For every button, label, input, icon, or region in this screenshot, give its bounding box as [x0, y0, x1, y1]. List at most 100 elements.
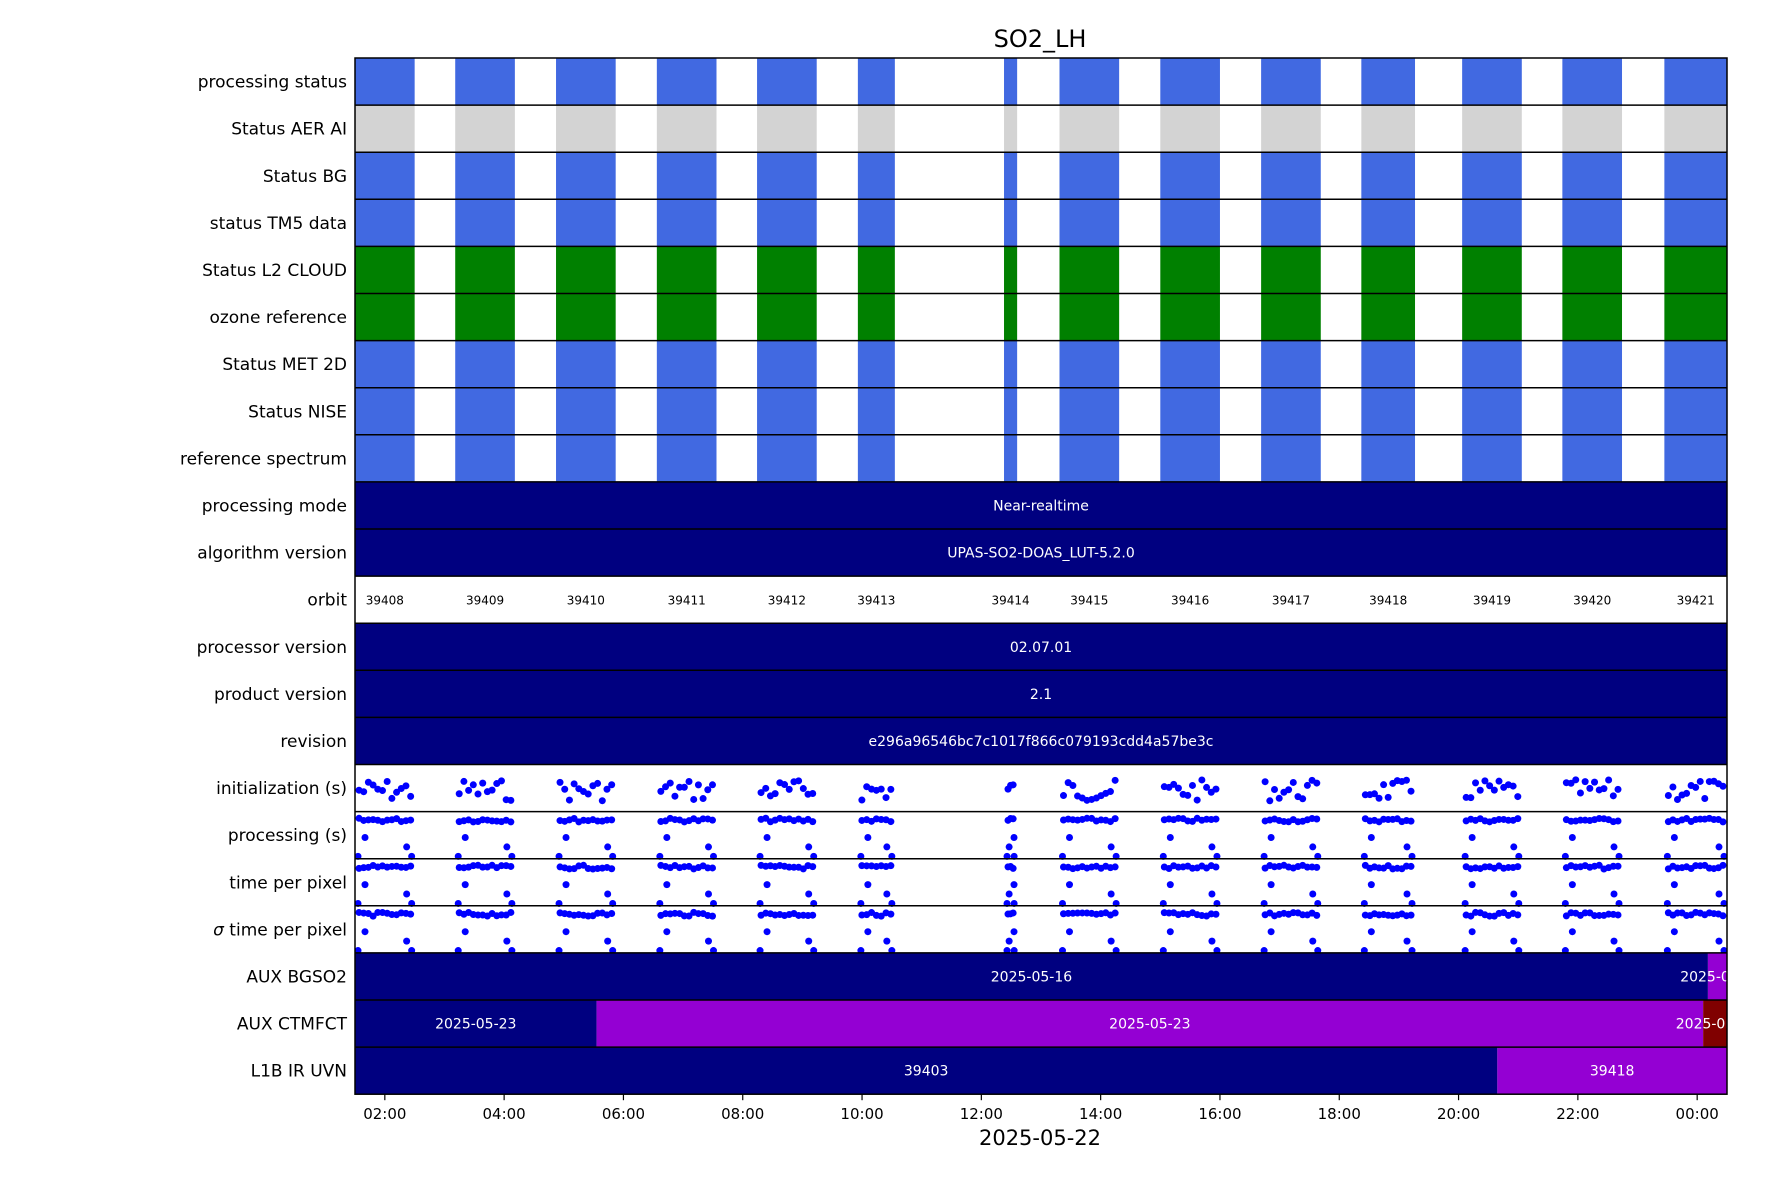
data-point [809, 818, 817, 826]
status-bar [1059, 387, 1120, 435]
data-point [1610, 843, 1618, 851]
data-point [1468, 881, 1476, 889]
data-point [1313, 815, 1321, 823]
data-point [1407, 911, 1415, 919]
data-point [1670, 928, 1678, 936]
orbit-label: 39412 [768, 594, 806, 608]
data-point [704, 890, 712, 898]
status-bar [757, 105, 817, 153]
status-bar [1361, 293, 1416, 341]
status-bar [1004, 434, 1018, 482]
data-point [469, 781, 477, 789]
data-point [809, 863, 817, 871]
data-point [1065, 881, 1073, 889]
status-bar [1261, 434, 1321, 482]
aux-segment [1497, 1047, 1727, 1095]
data-point [1010, 928, 1018, 936]
data-point [887, 910, 895, 918]
data-point [1289, 778, 1297, 786]
data-point [1261, 778, 1269, 786]
row-label: time per pixel [229, 873, 347, 893]
data-point [1367, 834, 1375, 842]
data-point [882, 794, 890, 802]
data-point [1490, 786, 1498, 794]
status-bar [1261, 340, 1321, 388]
data-point [1481, 777, 1489, 785]
status-bar [1004, 246, 1018, 294]
x-tick-label: 06:00 [602, 1105, 645, 1123]
data-point [1208, 890, 1216, 898]
data-point [361, 928, 369, 936]
orbit-label: 39416 [1171, 594, 1209, 608]
row-label: Status NISE [248, 402, 347, 422]
data-point [1166, 834, 1174, 842]
data-point [1403, 937, 1411, 945]
status-bar [656, 434, 717, 482]
data-point [1467, 794, 1475, 802]
orbit-label: 39415 [1070, 594, 1108, 608]
status-bar [1462, 387, 1522, 435]
aux-segment-label: 2025-0 [1680, 969, 1730, 985]
status-bar [355, 246, 415, 294]
data-point [1275, 794, 1283, 802]
data-point [503, 937, 511, 945]
data-point [1514, 863, 1522, 871]
data-point [1467, 912, 1475, 920]
data-point [1271, 785, 1279, 793]
status-bar [1361, 246, 1416, 294]
data-point [403, 890, 411, 898]
data-point [785, 785, 793, 793]
data-point [1111, 815, 1119, 823]
x-tick-label: 12:00 [960, 1105, 1003, 1123]
status-bar [656, 293, 717, 341]
status-bar [556, 387, 616, 435]
data-point [1009, 781, 1017, 789]
data-point [1313, 911, 1321, 919]
data-point [1568, 928, 1576, 936]
status-bar [857, 58, 895, 106]
data-point [1472, 779, 1480, 787]
status-bar [1059, 434, 1120, 482]
status-bar [757, 58, 817, 106]
data-point [883, 890, 891, 898]
status-bar [455, 340, 515, 388]
data-point [1009, 864, 1017, 872]
data-point [1010, 881, 1018, 889]
data-point [603, 785, 611, 793]
data-point [1059, 792, 1067, 800]
data-point [1107, 937, 1115, 945]
data-point [1198, 776, 1206, 784]
status-bar [1160, 199, 1220, 247]
row-label: processing status [198, 73, 347, 93]
data-point [562, 834, 570, 842]
status-bar [355, 105, 415, 153]
data-point [1212, 910, 1220, 918]
data-point [1203, 783, 1211, 791]
data-point [657, 787, 665, 795]
row-label: algorithm version [197, 544, 347, 564]
status-bar [656, 246, 717, 294]
data-point [680, 783, 688, 791]
data-point [1568, 834, 1576, 842]
orbit-label: 39421 [1677, 594, 1715, 608]
data-point [1715, 937, 1723, 945]
plot-frame [354, 57, 1728, 1095]
status-bar [1160, 387, 1220, 435]
data-point [503, 890, 511, 898]
status-bar [355, 199, 415, 247]
status-bar [857, 246, 895, 294]
status-bar [1160, 340, 1220, 388]
status-bar [556, 105, 616, 153]
data-point [1174, 784, 1182, 792]
data-point [561, 785, 569, 793]
data-point [781, 781, 789, 789]
data-point [1715, 843, 1723, 851]
status-bar [1361, 58, 1416, 106]
status-bar [556, 340, 616, 388]
status-bar [757, 152, 817, 200]
status-bar [1261, 152, 1321, 200]
data-point [1380, 781, 1388, 789]
status-bar [1562, 293, 1623, 341]
data-point [608, 781, 616, 789]
row-label: processing (s) [228, 826, 347, 846]
